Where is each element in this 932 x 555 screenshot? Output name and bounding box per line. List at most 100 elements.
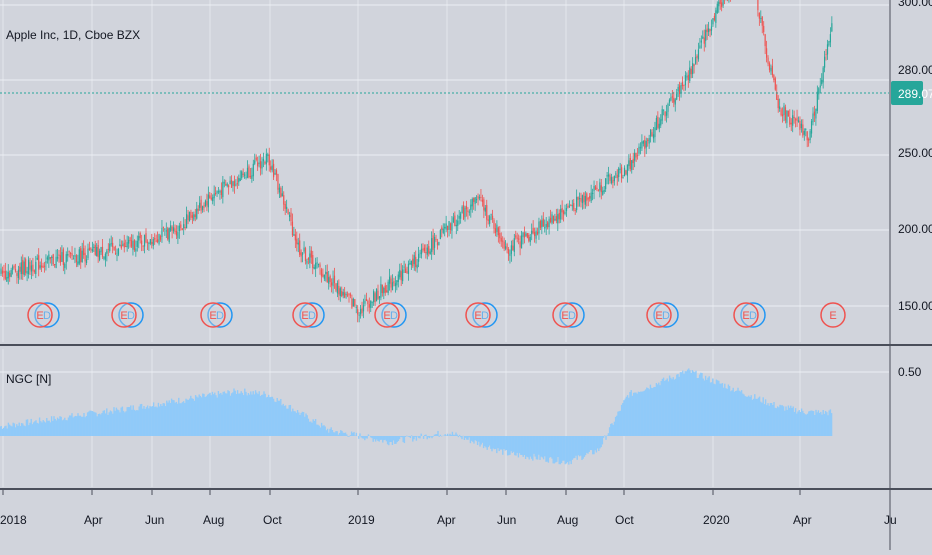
- time-ticks: [2, 489, 891, 495]
- candle-body: [175, 230, 178, 236]
- candle-body: [248, 166, 250, 178]
- candle-body: [215, 192, 217, 194]
- candle-body: [565, 208, 568, 212]
- candle-body: [696, 55, 698, 58]
- candle-body: [464, 207, 466, 218]
- earnings-markers: DE DE DE DE DE DE DE DE DE E: [27, 302, 846, 328]
- candle-body: [574, 209, 576, 211]
- candle-body: [708, 28, 710, 33]
- candle-body: [547, 222, 549, 228]
- candle-body: [196, 208, 198, 219]
- price-axis[interactable]: 300.00 280.00 250.00 200.00 150.00: [898, 0, 932, 313]
- candle-body: [703, 37, 705, 44]
- candle-body: [580, 198, 582, 202]
- time-axis[interactable]: 2018 Apr Jun Aug Oct 2019 Apr Jun Aug Oc…: [0, 513, 897, 527]
- symbol-legend[interactable]: Apple Inc, 1D, Cboe BZX: [6, 28, 141, 42]
- candle-body: [532, 227, 534, 234]
- candle-body: [373, 291, 375, 303]
- dividend-marker-circle: [299, 302, 325, 328]
- candle-body: [74, 255, 76, 257]
- candle-body: [535, 230, 537, 239]
- dividend-marker-circle: [34, 302, 60, 328]
- candle-body: [758, 12, 760, 19]
- candle-body: [761, 16, 763, 26]
- candle-body: [715, 10, 717, 23]
- candle-body: [468, 211, 470, 213]
- candle-body: [570, 204, 572, 206]
- candle-body: [410, 260, 412, 265]
- candle-body: [683, 84, 685, 86]
- candle-body: [123, 242, 125, 248]
- candle-body: [629, 158, 631, 169]
- candle-body: [303, 247, 305, 252]
- candle-body: [638, 146, 640, 154]
- price-pane[interactable]: [0, 0, 889, 342]
- candle-body: [52, 254, 54, 265]
- candle-body: [288, 214, 291, 217]
- candle-body: [552, 215, 555, 223]
- candle-body: [716, 3, 718, 14]
- candle-body: [336, 282, 338, 294]
- time-label-jul-2020: Ju: [884, 513, 897, 527]
- time-label-aug-2018: Aug: [203, 513, 224, 527]
- candle-body: [561, 208, 563, 213]
- candle-body: [319, 264, 321, 268]
- candle-body: [258, 162, 260, 165]
- candle-body: [51, 256, 53, 258]
- candle-body: [473, 198, 475, 202]
- candle-body: [719, 0, 721, 5]
- dividend-marker-circle: [653, 302, 679, 328]
- candle-body: [362, 305, 365, 312]
- indicator-legend[interactable]: NGC [N]: [6, 372, 52, 386]
- candle-body: [229, 180, 231, 185]
- candle-body: [90, 248, 92, 250]
- candle-body: [368, 304, 370, 308]
- candle-body: [797, 120, 800, 122]
- candle-body: [644, 140, 646, 149]
- candle-body: [87, 248, 89, 259]
- candle-body: [226, 183, 228, 187]
- candle-body: [692, 63, 694, 75]
- candle-body: [493, 220, 495, 229]
- candle-body: [722, 0, 724, 6]
- dividend-marker-circle: [207, 302, 233, 328]
- candle-body: [114, 252, 117, 254]
- candle-body: [393, 281, 395, 284]
- candle-body: [810, 121, 813, 134]
- candle-body: [551, 214, 553, 224]
- candle-body: [58, 254, 60, 256]
- candle-body: [412, 258, 414, 267]
- candle-body: [777, 98, 779, 109]
- candle-body: [610, 177, 613, 183]
- candle-body: [326, 271, 328, 283]
- candle-body: [380, 284, 382, 298]
- candle-body: [636, 155, 639, 157]
- candle-body: [618, 168, 620, 178]
- candle-body: [787, 110, 789, 117]
- time-label-aug-2019: Aug: [557, 513, 578, 527]
- earnings-marker-circle: [200, 302, 226, 328]
- candle-body: [442, 228, 444, 233]
- candle-body: [476, 199, 478, 201]
- candle-body: [209, 195, 211, 198]
- candle-body: [6, 277, 8, 282]
- candle-body: [461, 206, 463, 214]
- earnings-marker-label: E: [383, 310, 390, 322]
- candle-body: [690, 68, 692, 75]
- candle-body: [767, 57, 769, 64]
- candle-body: [489, 216, 491, 224]
- candle-body: [172, 227, 175, 232]
- candle-body: [525, 233, 527, 237]
- candle-body: [306, 260, 308, 264]
- candle-body: [264, 162, 266, 164]
- candle-body: [815, 108, 817, 119]
- candle-body: [317, 263, 320, 265]
- candle-body: [106, 250, 108, 254]
- price-tick-200: 200.00: [898, 222, 932, 236]
- candle-body: [381, 284, 383, 294]
- candle-body: [4, 270, 6, 279]
- candle-body: [184, 227, 186, 229]
- candle-body: [54, 264, 56, 266]
